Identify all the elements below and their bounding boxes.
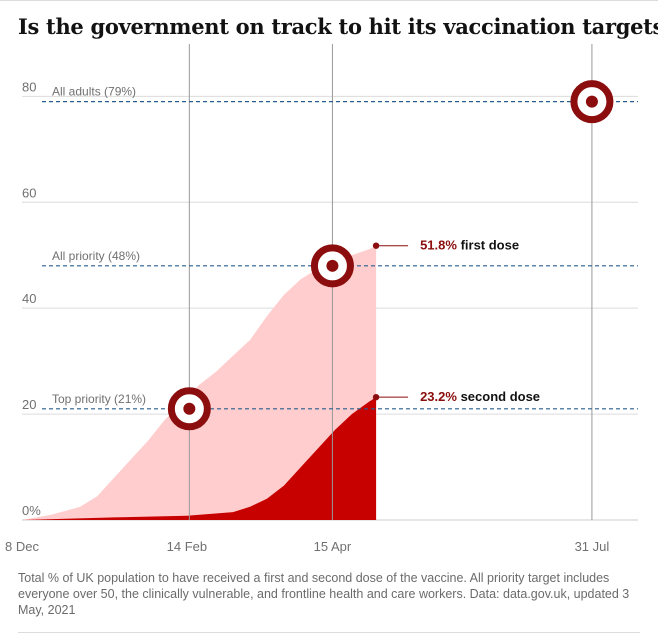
target-markers: [167, 80, 614, 431]
x-tick-label: 14 Feb: [167, 539, 207, 554]
y-tick-label: 0%: [22, 503, 41, 518]
annotation-label: 23.2% second dose: [420, 389, 540, 404]
bottom-rule: [18, 632, 640, 633]
y-axis-labels: 0% 20 40 60 80: [22, 79, 41, 518]
annotation-dot: [372, 242, 380, 249]
target-dot: [326, 259, 339, 272]
target-label: Top priority (21%): [52, 392, 146, 406]
annotation-dot: [372, 393, 380, 401]
x-tick-label: 15 Apr: [314, 539, 352, 554]
x-axis-labels: 8 Dec 14 Feb 15 Apr 31 Jul: [5, 539, 609, 554]
x-tick-label: 8 Dec: [5, 539, 39, 554]
annotation-pct: 51.8%: [420, 238, 457, 253]
target-dot: [585, 95, 598, 108]
y-tick-label: 40: [22, 291, 36, 306]
area-series: [22, 245, 377, 520]
second-dose-area: [22, 397, 377, 520]
annotation-label: 51.8% first dose: [420, 238, 519, 253]
x-tick-label: 31 Jul: [575, 539, 610, 554]
target-label: All adults (79%): [52, 85, 136, 99]
target-label: All priority (48%): [52, 249, 140, 263]
annotation-text: first dose: [457, 238, 519, 253]
annotation-pct: 23.2%: [420, 389, 457, 404]
annotation-text: second dose: [457, 389, 540, 404]
chart-caption: Total % of UK population to have receive…: [18, 571, 630, 617]
target-dot: [183, 402, 196, 415]
series-annotations: 51.8% first dose 23.2% second dose: [372, 238, 540, 404]
chart-title: Is the government on track to hit its va…: [18, 14, 658, 39]
target-lines: Top priority (21%) All priority (48%) All …: [42, 85, 638, 410]
y-tick-label: 80: [22, 79, 36, 94]
top-rule: [0, 0, 658, 1]
first-dose-area: [22, 245, 377, 520]
y-tick-label: 20: [22, 397, 36, 412]
y-tick-label: 60: [22, 185, 36, 200]
